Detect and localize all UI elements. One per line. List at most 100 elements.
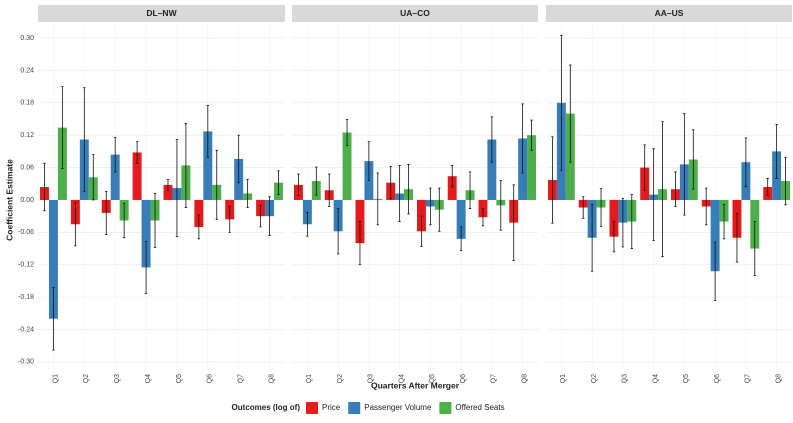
error-bar xyxy=(652,148,655,241)
error-bar xyxy=(630,194,633,249)
y-tick-label: -0.24 xyxy=(18,326,34,333)
error-bar xyxy=(599,188,603,227)
error-bar xyxy=(569,64,572,163)
error-bar xyxy=(135,141,139,164)
bar xyxy=(163,184,173,200)
y-tick-label: 0.30 xyxy=(20,35,34,42)
bar xyxy=(710,199,720,272)
error-bar xyxy=(315,166,318,196)
y-tick-label: 0.06 xyxy=(20,164,34,171)
error-bar xyxy=(197,214,201,240)
error-bar xyxy=(692,129,695,190)
legend-label: Price xyxy=(322,403,341,412)
y-tick-label: 0.18 xyxy=(20,100,34,107)
legend-label: Passenger Volume xyxy=(364,403,432,412)
y-tick-label: -0.12 xyxy=(18,262,34,269)
error-bar xyxy=(83,87,86,192)
error-bar xyxy=(468,171,472,210)
x-tick-label: Q7 xyxy=(745,374,752,383)
x-tick-label: Q2 xyxy=(337,374,344,383)
bar xyxy=(447,176,457,200)
error-bar xyxy=(722,203,726,240)
error-bar xyxy=(521,103,524,174)
y-tick-label: -0.30 xyxy=(18,359,34,366)
error-bar xyxy=(144,241,148,294)
x-tick-label: Q5 xyxy=(176,374,183,383)
error-bar xyxy=(398,165,401,222)
bar xyxy=(141,199,151,268)
x-tick-label: Q4 xyxy=(145,374,152,383)
error-bar xyxy=(459,226,463,252)
legend-swatch xyxy=(348,402,361,414)
x-axis-title: Quarters After Merger xyxy=(371,380,460,390)
error-bar xyxy=(683,113,686,216)
bar xyxy=(456,199,466,239)
x-tick-label: Q6 xyxy=(207,374,214,383)
strip xyxy=(292,5,538,22)
legend-swatch xyxy=(439,402,452,414)
x-tick-label: Q3 xyxy=(622,374,629,383)
error-bar xyxy=(612,221,616,253)
error-bar xyxy=(407,163,410,215)
error-bar xyxy=(268,196,271,236)
bar xyxy=(132,152,142,200)
error-bar xyxy=(643,144,646,191)
x-tick-label: Q1 xyxy=(306,374,313,383)
error-bar xyxy=(481,208,485,227)
x-tick-label: Q8 xyxy=(268,374,275,383)
y-axis-title: Coefficient Estimate xyxy=(4,159,14,241)
error-bar xyxy=(735,213,739,263)
error-bar xyxy=(490,116,494,163)
error-bar xyxy=(328,173,331,207)
error-bar xyxy=(499,180,502,231)
error-bar xyxy=(184,122,188,208)
facet-title: UA–CO xyxy=(400,8,430,18)
x-tick-label: Q8 xyxy=(775,374,782,383)
error-bar xyxy=(429,187,432,226)
error-bar xyxy=(166,179,170,191)
error-bar xyxy=(451,165,454,188)
error-bar xyxy=(259,204,262,228)
error-bar xyxy=(713,241,717,301)
error-bar xyxy=(376,172,379,226)
error-bar xyxy=(297,173,300,197)
x-tick-label: Q2 xyxy=(83,374,90,383)
error-bar xyxy=(389,166,392,200)
x-tick-label: Q2 xyxy=(591,374,598,383)
error-bar xyxy=(438,187,441,232)
bar xyxy=(609,199,619,237)
legend-title: Outcomes (log of) xyxy=(232,403,301,412)
x-tick-label: Q7 xyxy=(238,374,245,383)
error-bar xyxy=(153,193,157,248)
strip xyxy=(38,5,285,22)
x-tick-label: Q3 xyxy=(114,374,121,383)
y-tick-label: -0.18 xyxy=(18,294,34,301)
x-tick-label: Q5 xyxy=(429,374,436,383)
error-bar xyxy=(105,190,108,235)
error-bar xyxy=(661,121,664,258)
x-tick-label: Q4 xyxy=(398,374,405,383)
error-bar xyxy=(512,184,515,261)
x-tick-label: Q6 xyxy=(714,374,721,383)
error-bar xyxy=(306,211,309,237)
error-bar xyxy=(590,203,594,272)
facet-title: DL–NW xyxy=(146,8,177,18)
x-tick-label: Q5 xyxy=(683,374,690,383)
x-tick-label: Q7 xyxy=(491,374,498,383)
error-bar xyxy=(705,187,708,226)
error-bar xyxy=(237,134,240,184)
y-tick-label: 0.00 xyxy=(20,197,34,204)
bar xyxy=(487,139,497,200)
bar xyxy=(416,199,426,232)
error-bar xyxy=(74,202,77,247)
x-tick-label: Q8 xyxy=(521,374,528,383)
x-tick-label: Q4 xyxy=(652,374,659,383)
error-bar xyxy=(61,86,64,170)
bar xyxy=(194,199,204,227)
error-bar xyxy=(753,221,756,276)
error-bar xyxy=(92,154,95,201)
error-bar xyxy=(551,136,554,224)
error-bar xyxy=(246,179,249,208)
bar xyxy=(527,135,537,200)
